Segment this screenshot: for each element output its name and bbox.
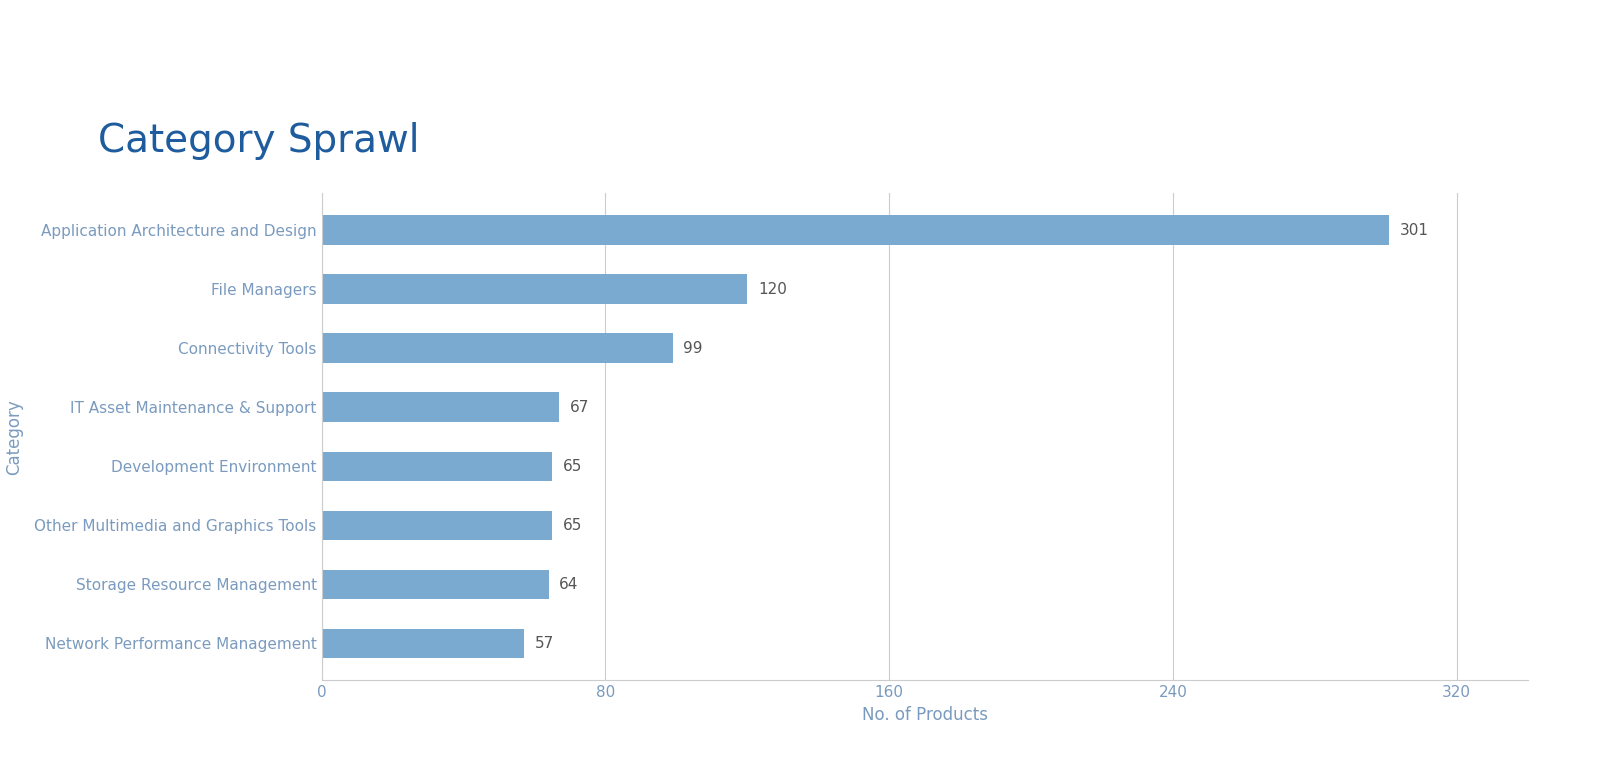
Bar xyxy=(321,393,559,422)
Text: 64: 64 xyxy=(559,577,579,592)
Text: 120: 120 xyxy=(757,281,786,297)
Text: Category Sprawl: Category Sprawl xyxy=(98,121,419,159)
Bar xyxy=(321,570,548,599)
Text: 65: 65 xyxy=(562,458,582,474)
Text: 57: 57 xyxy=(534,636,553,651)
Text: 65: 65 xyxy=(562,518,582,533)
Bar xyxy=(321,451,551,481)
Text: 301: 301 xyxy=(1400,223,1429,237)
Bar xyxy=(321,333,672,363)
Bar xyxy=(321,274,747,304)
Bar xyxy=(321,216,1388,245)
Text: 99: 99 xyxy=(683,341,702,356)
Bar xyxy=(321,628,524,658)
X-axis label: No. of Products: No. of Products xyxy=(861,706,987,724)
Bar xyxy=(321,510,551,540)
Text: 67: 67 xyxy=(569,400,588,415)
Y-axis label: Category: Category xyxy=(5,399,24,475)
